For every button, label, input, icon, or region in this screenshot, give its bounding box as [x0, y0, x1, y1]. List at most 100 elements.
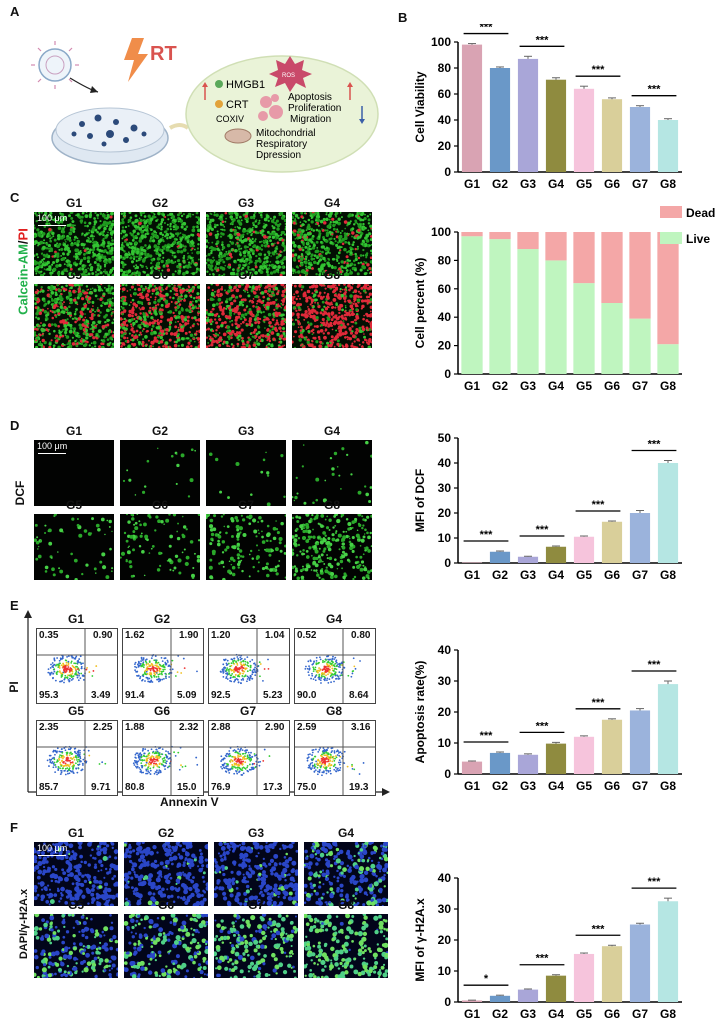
flow-ylabel: PI: [7, 681, 21, 693]
cell-nucleus-icon: [258, 94, 283, 121]
y-tick-label: 40: [438, 310, 452, 324]
quadrant-value: 1.88: [125, 722, 145, 733]
x-tick-label: G6: [604, 379, 620, 393]
group-label-g6: G6: [151, 498, 168, 512]
quadrant-value: 2.59: [297, 722, 317, 733]
group-label-g6: G6: [151, 268, 168, 282]
y-tick-label: 20: [438, 139, 452, 153]
quadrant-value: 2.90: [265, 722, 285, 733]
panel-label-b: B: [398, 10, 408, 25]
x-tick-label: G4: [548, 1007, 564, 1021]
y-tick-label: 40: [438, 456, 452, 470]
x-tick-label: G2: [492, 779, 508, 793]
x-tick-label: G6: [604, 1007, 620, 1021]
y-tick-label: 10: [438, 964, 452, 978]
flow-plot-g2: 1.62 1.90 91.4 5.09: [122, 628, 204, 704]
x-tick-label: G6: [604, 779, 620, 793]
bar: [517, 58, 539, 172]
bar: [657, 684, 679, 774]
bar: [573, 953, 595, 1002]
y-tick-label: 50: [438, 431, 452, 445]
group-label-g4: G4: [323, 424, 340, 438]
bar-live: [461, 236, 483, 374]
y-tick-label: 80: [438, 61, 452, 75]
chart-mfi-h2ax: 0 10 20 30 40 MFI of γ-H2A.x G1 G2 G3 G4 G5 G6 G7 G8 *…: [413, 871, 682, 1021]
quadrant-value: 15.0: [177, 782, 197, 793]
significance-label: ***: [592, 64, 606, 76]
y-tick-label: 40: [438, 113, 452, 127]
flow-group-label-g3: G3: [239, 612, 256, 626]
significance-label: ***: [480, 24, 494, 34]
bar: [601, 99, 623, 172]
micrograph-dcf-g3: [206, 440, 286, 506]
micrograph-live-dead-g1: 100 μm: [34, 212, 114, 276]
y-tick-label: 20: [438, 339, 452, 353]
schematic-diagram: RT HMGB1 CRT ROS COXIV Apoptosis Prolife…: [31, 38, 379, 173]
micrograph-dapi-g7: [214, 914, 298, 978]
x-tick-label: G5: [576, 1007, 592, 1021]
quadrant-value: 2.35: [39, 722, 59, 733]
y-tick-label: 0: [444, 995, 451, 1009]
rt-label: RT: [150, 43, 177, 65]
group-label-g7: G7: [237, 498, 254, 512]
bar: [489, 551, 511, 563]
panel-label-e: E: [10, 598, 19, 613]
group-label-g7: G7: [237, 268, 254, 282]
micrograph-live-dead-g5: [34, 284, 114, 348]
group-label-g1: G1: [65, 196, 82, 210]
flow-plot-g6: 1.88 2.32 80.8 15.0: [122, 720, 204, 796]
micrograph-live-dead-g3: [206, 212, 286, 276]
scale-bar: 100 μm: [37, 843, 68, 853]
legend-swatch-live: [660, 232, 682, 244]
flow-plot-g4: 0.52 0.80 90.0 8.64: [294, 628, 376, 704]
x-tick-label: G6: [604, 177, 620, 191]
micrograph-dapi-g2: [124, 842, 208, 906]
significance-label: ***: [592, 499, 606, 511]
x-tick-label: G6: [604, 568, 620, 582]
quadrant-value: 1.62: [125, 630, 145, 641]
group-label-g1: G1: [65, 424, 82, 438]
bar: [601, 521, 623, 563]
y-axis-label: MFI of DCF: [413, 469, 427, 532]
stain-label-dcf: DCF: [13, 480, 27, 506]
micrograph-live-dead-g4: [292, 212, 372, 276]
bar: [629, 924, 651, 1002]
quadrant-value: 92.5: [211, 690, 231, 701]
y-axis-label: Apoptosis rate(%): [413, 661, 427, 764]
lightning-icon: [124, 38, 148, 82]
quadrant-value: 19.3: [349, 782, 369, 793]
group-label-g3: G3: [237, 424, 254, 438]
micrograph-dcf-g1: 100 μm: [34, 440, 114, 506]
flow-group-label-g8: G8: [325, 704, 342, 718]
y-tick-label: 20: [438, 933, 452, 947]
mito-line-2: Respiratory: [256, 139, 307, 150]
x-tick-label: G1: [464, 177, 480, 191]
bar: [601, 719, 623, 774]
x-tick-label: G1: [464, 779, 480, 793]
bar: [461, 562, 483, 563]
x-tick-label: G3: [520, 779, 536, 793]
significance-label: ***: [536, 524, 550, 536]
x-tick-label: G1: [464, 1007, 480, 1021]
bar: [461, 44, 483, 172]
x-tick-label: G1: [464, 568, 480, 582]
quadrant-value: 95.3: [39, 690, 59, 701]
micrograph-dapi-g8: [304, 914, 388, 978]
x-tick-label: G7: [632, 779, 648, 793]
y-tick-label: 30: [438, 481, 452, 495]
quadrant-value: 91.4: [125, 690, 145, 701]
x-tick-label: G3: [520, 177, 536, 191]
y-tick-label: 100: [431, 35, 451, 49]
mito-line-1: Mitochondrial: [256, 128, 315, 139]
significance-label: ***: [480, 529, 494, 541]
micrograph-dapi-g5: [34, 914, 118, 978]
scale-bar: 100 μm: [37, 441, 68, 451]
mitochondria-icon: [224, 128, 252, 144]
mito-line-3: Dpression: [256, 150, 301, 161]
x-tick-label: G5: [576, 779, 592, 793]
panel-label-d: D: [10, 418, 20, 433]
x-tick-label: G8: [660, 177, 676, 191]
flow-plot-g8: 2.59 3.16 75.0 19.3: [294, 720, 376, 796]
x-tick-label: G7: [632, 1007, 648, 1021]
group-label-g8: G8: [337, 898, 354, 912]
